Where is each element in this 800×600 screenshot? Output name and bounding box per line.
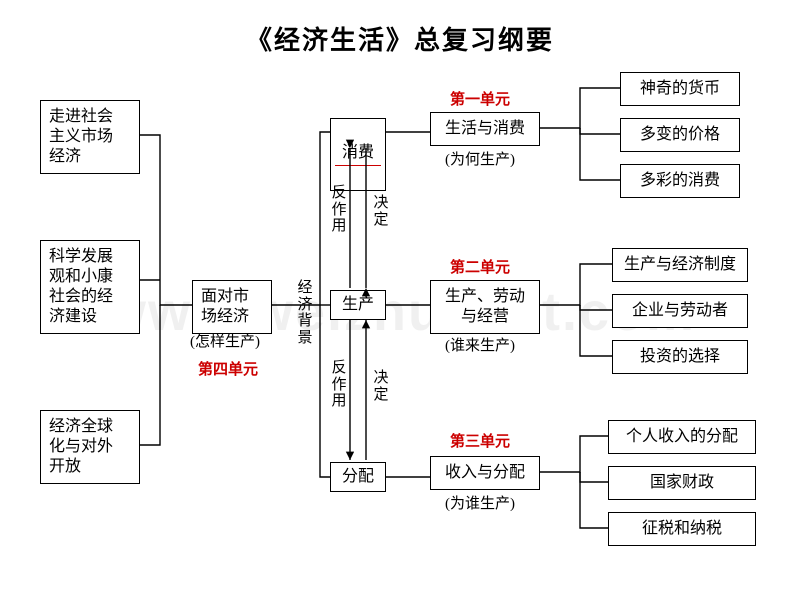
node-consume: 消费 <box>330 118 386 191</box>
node-globalization: 经济全球 化与对外 开放 <box>40 410 140 484</box>
leaf-enterprise: 企业与劳动者 <box>612 294 748 328</box>
page-title: 《经济生活》总复习纲要 <box>246 20 554 57</box>
leaf-invest: 投资的选择 <box>612 340 748 374</box>
sub-income-dist: (为谁生产) <box>445 492 515 513</box>
sub-face-market: (怎样生产) <box>190 330 260 351</box>
leaf-money: 神奇的货币 <box>620 72 740 106</box>
node-socialist-market: 走进社会 主义市场 经济 <box>40 100 140 174</box>
node-prod-labor: 生产、劳动 与经营 <box>430 280 540 334</box>
leaf-price: 多变的价格 <box>620 118 740 152</box>
redline-consume <box>335 165 381 166</box>
node-life-consume: 生活与消费 <box>430 112 540 146</box>
leaf-econ-system: 生产与经济制度 <box>612 248 748 282</box>
node-distribute: 分配 <box>330 462 386 492</box>
leaf-consume: 多彩的消费 <box>620 164 740 198</box>
leaf-personal-income: 个人收入的分配 <box>608 420 756 454</box>
unit-1: 第一单元 <box>450 88 510 109</box>
rel-react-1: 反 作 用 <box>330 185 348 235</box>
node-face-market: 面对市 场经济 <box>192 280 272 334</box>
node-produce: 生产 <box>330 290 386 320</box>
rel-decide-1: 决 定 <box>372 195 390 228</box>
node-consume-text: 消费 <box>342 144 374 161</box>
leaf-tax: 征税和纳税 <box>608 512 756 546</box>
sub-prod-labor: (谁来生产) <box>445 334 515 355</box>
leaf-national-finance: 国家财政 <box>608 466 756 500</box>
unit-2: 第二单元 <box>450 256 510 277</box>
rel-react-2: 反 作 用 <box>330 360 348 410</box>
rel-decide-2: 决 定 <box>372 370 390 403</box>
unit-4: 第四单元 <box>198 358 258 379</box>
unit-3: 第三单元 <box>450 430 510 451</box>
node-income-dist: 收入与分配 <box>430 456 540 490</box>
node-scientific-dev: 科学发展 观和小康 社会的经 济建设 <box>40 240 140 334</box>
label-econ-bg: 经济 背景 <box>296 280 314 346</box>
sub-life-consume: (为何生产) <box>445 148 515 169</box>
